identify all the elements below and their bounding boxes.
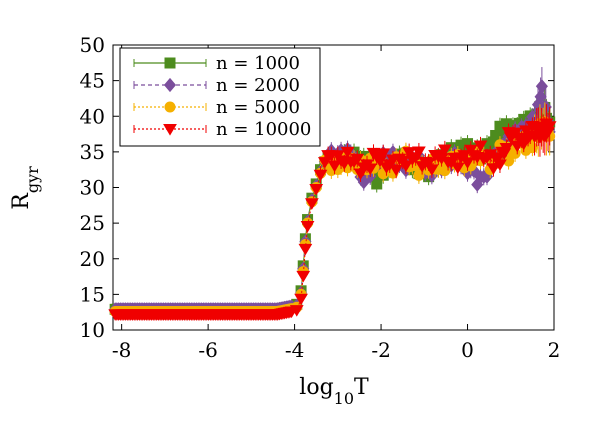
data-point: [437, 144, 452, 157]
y-tick-label: 15: [80, 282, 105, 306]
y-tick-label: 35: [80, 140, 105, 164]
data-point: [460, 157, 475, 169]
data-point: [424, 164, 439, 176]
data-point: [434, 153, 449, 165]
x-tick-label: -4: [285, 338, 304, 362]
data-point: [500, 118, 512, 130]
data-point: [399, 160, 413, 173]
legend-entry: n = 1000: [133, 53, 300, 74]
data-point: [327, 160, 342, 173]
legend-label: n = 10000: [216, 119, 311, 140]
x-tick-label: -6: [198, 338, 217, 362]
data-point: [526, 109, 539, 124]
legend-label: n = 1000: [216, 53, 300, 74]
y-tick-label: 50: [80, 33, 105, 57]
legend-entry: n = 2000: [133, 75, 300, 96]
legend-label: n = 5000: [216, 97, 300, 118]
data-point: [340, 146, 355, 159]
data-point: [486, 163, 501, 175]
data-point: [473, 140, 488, 153]
data-point: [483, 149, 498, 161]
x-axis-label-base: log: [299, 375, 333, 400]
data-point: [445, 142, 457, 154]
y-tick-label: 10: [80, 318, 105, 342]
y-tick-label: 45: [80, 69, 105, 93]
data-point: [309, 183, 324, 196]
y-tick-label: 40: [80, 104, 105, 128]
data-point: [305, 198, 319, 210]
data-point: [539, 99, 552, 115]
y-axis-label-sub: gyr: [23, 166, 42, 193]
axes-text: -8 -6 -4 -2 0 2 10 15 20 25 30 35 40 45 50: [80, 33, 561, 362]
data-point: [461, 165, 474, 181]
data-point: [289, 305, 304, 317]
data-point: [313, 169, 328, 182]
data-layer: [108, 67, 557, 321]
data-point: [402, 147, 417, 159]
legend-entry: n = 5000: [133, 97, 300, 118]
y-tick-label: 30: [80, 176, 105, 200]
data-point: [389, 164, 404, 177]
data-point: [296, 270, 311, 283]
data-point: [526, 142, 538, 154]
legend-marker: [163, 124, 177, 136]
x-tick-label: -2: [371, 338, 390, 362]
legend-marker: [164, 57, 176, 69]
data-point: [455, 139, 467, 151]
series-n10000: [108, 104, 557, 321]
y-axis-label: Rgyr: [9, 166, 42, 210]
data-point: [541, 127, 555, 139]
data-point: [363, 163, 378, 176]
legend-marker: [164, 101, 176, 113]
data-point: [300, 221, 315, 233]
data-point: [534, 89, 547, 104]
legend-marker: [163, 77, 177, 93]
x-tick-label: 2: [548, 338, 561, 362]
data-point: [535, 79, 548, 94]
x-tick-label: 0: [461, 338, 474, 362]
data-point: [499, 142, 514, 155]
data-point: [298, 243, 313, 256]
legend-box: [119, 47, 321, 147]
legend-entry: n = 10000: [133, 119, 311, 140]
x-axis-label: log10T: [299, 375, 369, 408]
data-point: [450, 162, 465, 175]
data-point: [490, 129, 502, 141]
data-point: [457, 150, 472, 162]
data-point: [357, 175, 370, 190]
data-point: [481, 138, 493, 150]
data-point: [542, 121, 557, 133]
x-axis-label-rest: T: [354, 375, 369, 400]
data-point: [350, 153, 365, 166]
data-point: [371, 178, 383, 190]
legend-label: n = 2000: [216, 75, 300, 96]
y-tick-label: 25: [80, 211, 105, 235]
y-tick-label: 20: [80, 247, 105, 271]
y-axis-label-base: R: [9, 192, 34, 210]
x-axis-label-sub: 10: [334, 389, 354, 408]
data-point: [412, 146, 426, 159]
data-point: [421, 157, 436, 169]
data-point: [294, 293, 308, 306]
x-tick-label: -8: [112, 338, 131, 362]
data-point: [376, 148, 391, 160]
data-point: [518, 113, 530, 125]
data-point: [493, 159, 507, 172]
data-point: [480, 169, 494, 184]
